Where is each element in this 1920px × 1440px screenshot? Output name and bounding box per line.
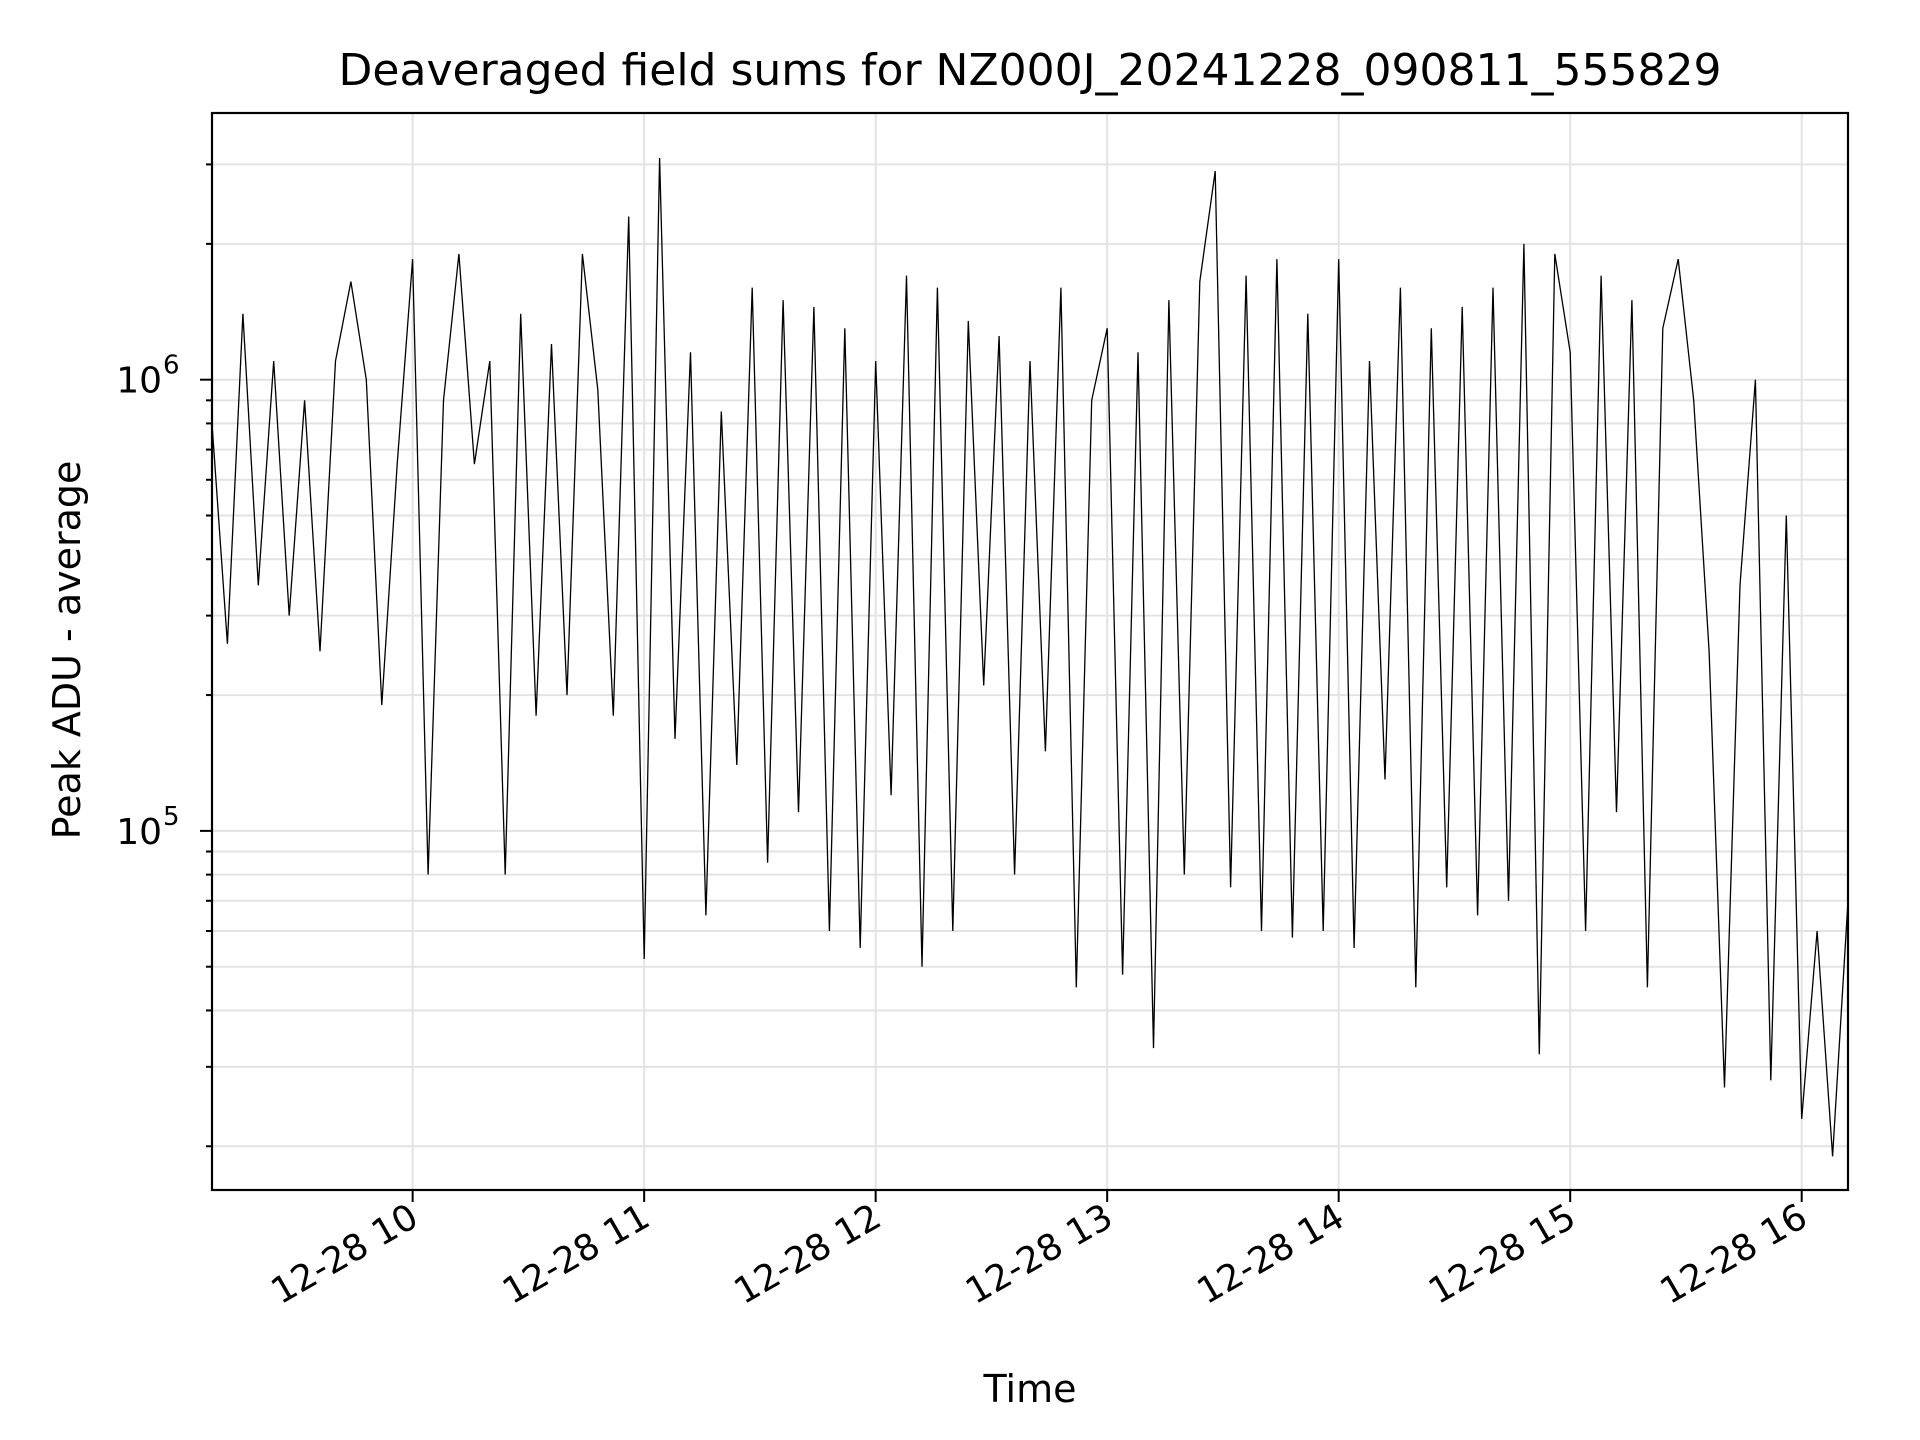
x-tick-label: 12-28 13 — [959, 1196, 1120, 1312]
plot-frame — [210, 111, 1850, 1192]
y-axis-label: Peak ADU - average — [45, 461, 89, 840]
x-tick-label: 12-28 16 — [1654, 1196, 1815, 1312]
chart-title: Deaveraged field sums for NZ000J_2024122… — [339, 45, 1722, 96]
x-tick-label: 12-28 11 — [496, 1196, 657, 1312]
y-tick-label-exponent: 6 — [163, 351, 180, 381]
x-tick-label: 12-28 14 — [1191, 1196, 1352, 1312]
y-tick-label: 10 — [116, 361, 162, 402]
x-tick-label: 12-28 12 — [727, 1196, 888, 1312]
x-tick-label: 12-28 10 — [264, 1196, 425, 1312]
x-tick-label: 12-28 15 — [1422, 1196, 1583, 1312]
plot-background — [212, 113, 1848, 1190]
x-axis-label: Time — [983, 1367, 1077, 1411]
y-tick-label-base: 10 — [116, 812, 162, 853]
y-tick-label-base: 10 — [116, 361, 162, 402]
y-tick-label: 10 — [116, 812, 162, 853]
data-series — [211, 157, 1849, 1157]
series-line — [211, 157, 1849, 1157]
y-tick-label-exponent: 5 — [163, 802, 180, 832]
